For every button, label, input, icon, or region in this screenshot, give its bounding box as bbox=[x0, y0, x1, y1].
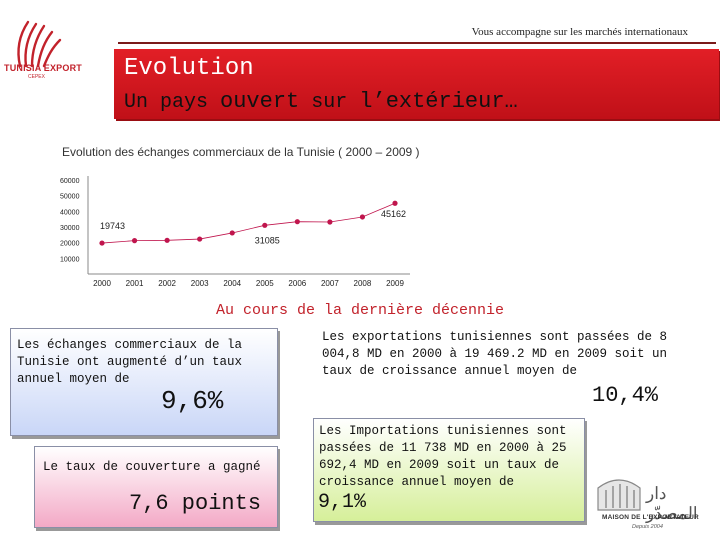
coverage-value: 7,6 points bbox=[129, 491, 262, 516]
header-rule bbox=[118, 42, 716, 44]
coverage-box: Le taux de couverture a gagné 7,6 points bbox=[34, 446, 278, 528]
y-tick-label: 50000 bbox=[60, 194, 80, 201]
tagline: Vous accompagne sur les marchés internat… bbox=[471, 26, 688, 38]
imports-value: 9,1% bbox=[318, 491, 367, 514]
chart-title: Evolution des échanges commerciaux de la… bbox=[62, 145, 420, 159]
section-title: Au cours de la dernière décennie bbox=[215, 302, 505, 319]
banner-sub-word-1: Un pays bbox=[124, 91, 209, 114]
banner-title: Evolution bbox=[124, 55, 254, 82]
data-point bbox=[197, 236, 203, 242]
title-banner: Evolution Un pays ouvert sur l’extérieur… bbox=[114, 49, 719, 119]
logo-name: TUNISIA EXPORT bbox=[4, 63, 82, 73]
data-point bbox=[131, 238, 138, 244]
tunisia-export-logo bbox=[6, 14, 70, 84]
imports-box: Les Importations tunisiennes sont passée… bbox=[313, 418, 585, 522]
data-point bbox=[294, 219, 300, 225]
exports-text: Les exportations tunisiennes sont passée… bbox=[322, 330, 668, 378]
x-tick-label: 2009 bbox=[386, 279, 404, 288]
x-tick-label: 2002 bbox=[158, 279, 176, 288]
data-point bbox=[164, 237, 170, 243]
coverage-text: Le taux de couverture a gagné bbox=[43, 460, 261, 474]
y-tick-label: 10000 bbox=[60, 256, 80, 263]
data-point bbox=[392, 200, 398, 206]
y-tick-label: 60000 bbox=[60, 178, 80, 185]
x-tick-label: 2003 bbox=[191, 279, 209, 288]
banner-sub-word-4: l’extérieur… bbox=[359, 89, 518, 114]
data-label: 45162 bbox=[381, 209, 406, 219]
data-point bbox=[229, 230, 235, 236]
data-point bbox=[359, 214, 366, 220]
building-icon bbox=[597, 479, 641, 511]
exports-value: 10,4% bbox=[592, 383, 659, 408]
data-point bbox=[99, 240, 105, 246]
banner-sub-word-3: sur bbox=[311, 91, 348, 114]
trade-line-chart: 60000 50000 40000 30000 20000 10000 2000 2001 20… bbox=[60, 176, 410, 288]
x-tick-label: 2007 bbox=[321, 279, 339, 288]
flame-logo-icon bbox=[17, 20, 62, 68]
imports-text: Les Importations tunisiennes sont passée… bbox=[319, 424, 567, 489]
maison-exportateur-logo bbox=[594, 470, 718, 534]
x-tick-label: 2005 bbox=[256, 279, 274, 288]
maison-arabic-name: دار المصدّر bbox=[646, 484, 698, 523]
growth-text: Les échanges commerciaux de la Tunisie o… bbox=[17, 338, 243, 386]
maison-name: MAISON DE L'EXPORTATEUR bbox=[602, 514, 699, 521]
data-label: 31085 bbox=[255, 235, 280, 245]
x-tick-label: 2008 bbox=[354, 279, 372, 288]
data-label: 19743 bbox=[100, 221, 125, 231]
growth-box: Les échanges commerciaux de la Tunisie o… bbox=[10, 328, 278, 436]
banner-sub-word-2: ouvert bbox=[220, 89, 300, 114]
x-tick-label: 2004 bbox=[223, 279, 241, 288]
growth-value: 9,6% bbox=[161, 386, 224, 416]
maison-since: Depuis 2004 bbox=[632, 524, 663, 530]
banner-subtitle: Un pays ouvert sur l’extérieur… bbox=[124, 89, 518, 114]
logo-subtitle: CEPEX bbox=[28, 74, 45, 80]
x-tick-label: 2000 bbox=[93, 279, 111, 288]
x-tick-label: 2001 bbox=[126, 279, 144, 288]
data-point bbox=[327, 219, 333, 225]
y-tick-label: 20000 bbox=[60, 241, 80, 248]
y-tick-label: 30000 bbox=[60, 225, 80, 232]
y-tick-label: 40000 bbox=[60, 209, 80, 216]
series-line bbox=[101, 202, 396, 244]
data-point bbox=[262, 222, 268, 228]
x-tick-label: 2006 bbox=[288, 279, 306, 288]
